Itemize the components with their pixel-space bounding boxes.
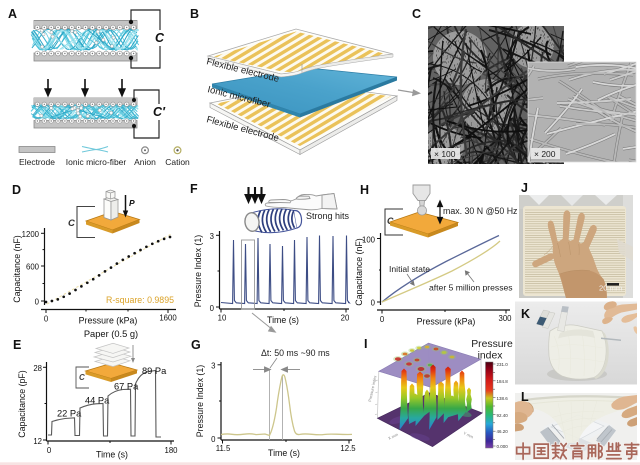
svg-text:28: 28: [33, 364, 42, 373]
svg-text:C: C: [412, 7, 421, 21]
svg-text:Ionic micro-fiber: Ionic micro-fiber: [66, 157, 127, 167]
svg-text:184.8: 184.8: [497, 379, 509, 384]
svg-text:0: 0: [371, 299, 376, 308]
svg-text:Initial state: Initial state: [389, 264, 430, 274]
svg-text:P: P: [129, 198, 135, 208]
svg-text:100: 100: [362, 236, 376, 245]
svg-text:H: H: [360, 183, 369, 197]
svg-text:Strong hits: Strong hits: [306, 211, 350, 221]
svg-text:138.6: 138.6: [497, 396, 509, 401]
svg-text:44 Pa: 44 Pa: [85, 396, 110, 406]
svg-text:G: G: [191, 338, 201, 352]
svg-text:12.5: 12.5: [340, 444, 356, 453]
svg-text:× 100: × 100: [434, 149, 456, 159]
svg-text:C: C: [155, 31, 165, 45]
svg-text:1600: 1600: [159, 314, 177, 323]
svg-text:C: C: [79, 373, 85, 382]
svg-text:× 200: × 200: [534, 149, 556, 159]
svg-text:3: 3: [210, 232, 214, 241]
svg-text:67 Pa: 67 Pa: [114, 382, 139, 392]
svg-text:22 Pa: 22 Pa: [57, 409, 82, 419]
svg-text:C: C: [387, 216, 394, 226]
svg-text:300: 300: [498, 314, 512, 323]
svg-text:C: C: [68, 218, 75, 229]
svg-text:20 mm: 20 mm: [599, 284, 622, 293]
svg-text:Time (s): Time (s): [268, 448, 300, 458]
svg-text:K: K: [521, 307, 530, 321]
svg-text:J: J: [521, 181, 528, 195]
svg-text:11.5: 11.5: [216, 444, 231, 453]
svg-text:0: 0: [211, 435, 216, 444]
svg-text:231.0: 231.0: [497, 362, 509, 367]
svg-text:0.000: 0.000: [497, 444, 509, 449]
svg-text:Time (s): Time (s): [96, 450, 128, 460]
svg-text:A: A: [8, 7, 17, 21]
svg-text:Anion: Anion: [134, 157, 156, 167]
svg-text:0: 0: [35, 298, 40, 307]
svg-text:Pressure Index (1): Pressure Index (1): [193, 235, 203, 307]
svg-text:Pressure Index (1): Pressure Index (1): [195, 365, 205, 437]
svg-text:Paper (0.5 g): Paper (0.5 g): [84, 329, 138, 339]
svg-text:B: B: [190, 7, 199, 21]
svg-text:89 Pa: 89 Pa: [142, 366, 167, 376]
svg-text:D: D: [12, 183, 21, 197]
svg-text:1200: 1200: [22, 230, 40, 239]
svg-text:I: I: [364, 337, 367, 351]
svg-text:Cation: Cation: [165, 157, 190, 167]
svg-text:0: 0: [44, 315, 49, 324]
svg-text:180: 180: [164, 446, 178, 455]
svg-text:max. 30 N @50 Hz: max. 30 N @50 Hz: [443, 206, 517, 216]
svg-text:C′: C′: [153, 105, 166, 119]
svg-text:Electrode: Electrode: [19, 157, 55, 167]
svg-text:Pressure (kPa): Pressure (kPa): [79, 316, 138, 326]
svg-text:R-square: 0.9895: R-square: 0.9895: [106, 295, 174, 305]
svg-text:Pressure index: Pressure index: [367, 375, 377, 402]
svg-text:Pressure: Pressure: [471, 339, 513, 350]
svg-text:Capacitance (nF): Capacitance (nF): [12, 235, 22, 303]
svg-text:46.20: 46.20: [497, 429, 509, 434]
svg-text:Pressure (kPa): Pressure (kPa): [417, 317, 476, 327]
svg-text:Time (s): Time (s): [267, 315, 299, 325]
svg-text:F: F: [190, 182, 198, 196]
svg-text:Δt: 50 ms ~90 ms: Δt: 50 ms ~90 ms: [261, 348, 330, 358]
svg-text:index: index: [478, 351, 504, 362]
svg-text:600: 600: [26, 263, 40, 272]
svg-text:92.40: 92.40: [497, 413, 509, 418]
svg-text:L: L: [521, 390, 529, 404]
svg-text:Capacitance (pF): Capacitance (pF): [17, 370, 27, 438]
svg-text:0: 0: [380, 315, 385, 324]
svg-text:X mm: X mm: [387, 432, 399, 441]
svg-text:0: 0: [47, 446, 52, 455]
svg-text:0: 0: [210, 304, 215, 313]
svg-text:20: 20: [341, 314, 350, 323]
svg-text:3: 3: [211, 362, 215, 371]
svg-text:10: 10: [218, 314, 227, 323]
svg-text:Capacitance (nF): Capacitance (nF): [354, 238, 364, 306]
svg-text:E: E: [13, 338, 21, 352]
svg-text:after 5 million presses: after 5 million presses: [429, 283, 513, 293]
svg-text:Y mm: Y mm: [463, 430, 475, 439]
svg-text:12: 12: [33, 437, 42, 446]
